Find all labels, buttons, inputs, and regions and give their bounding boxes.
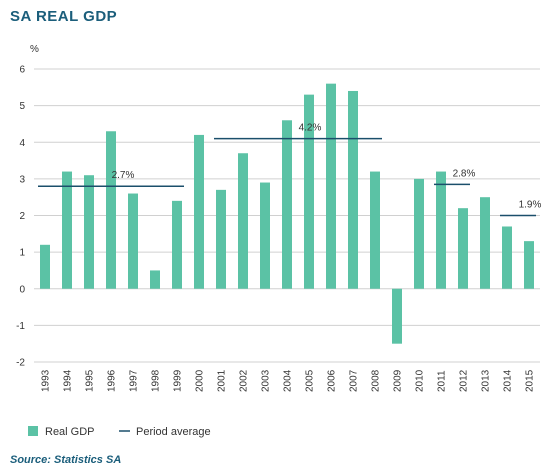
- y-tick-label: -1: [16, 321, 25, 332]
- x-tick-label: 2004: [283, 369, 294, 392]
- y-tick-label: 3: [19, 174, 25, 185]
- x-tick-label: 1997: [129, 369, 140, 392]
- x-tick-label: 2005: [305, 369, 316, 392]
- bar: [216, 189, 226, 289]
- x-tick-label: 2011: [437, 370, 448, 392]
- period-average-label: 4.2%: [299, 123, 322, 134]
- bar: [194, 134, 204, 289]
- bar: [326, 83, 336, 289]
- bar: [348, 90, 358, 289]
- x-tick-label: 2003: [261, 369, 272, 392]
- x-tick-label: 2000: [195, 369, 206, 392]
- y-tick-label: 5: [19, 101, 25, 112]
- bar: [414, 178, 424, 289]
- y-tick-label: 4: [19, 138, 25, 149]
- x-tick-label: 1996: [107, 369, 118, 392]
- period-average-label: 1.9%: [519, 200, 542, 211]
- x-tick-label: 2013: [481, 369, 492, 392]
- y-tick-label: 0: [19, 284, 25, 295]
- bar: [106, 131, 116, 289]
- x-tick-label: 2002: [239, 369, 250, 392]
- bar: [62, 171, 72, 289]
- bar: [436, 171, 446, 289]
- y-tick-label: 2: [19, 211, 25, 222]
- x-tick-label: 2007: [349, 369, 360, 392]
- x-tick-label: 1998: [151, 369, 162, 392]
- bar: [40, 244, 50, 289]
- bar: [150, 270, 160, 289]
- bar: [282, 120, 292, 289]
- x-tick-label: 1999: [173, 369, 184, 392]
- bar: [172, 200, 182, 289]
- bar: [524, 241, 534, 289]
- bar: [392, 288, 402, 344]
- period-average-label: 2.7%: [112, 170, 135, 181]
- x-tick-label: 2001: [217, 369, 228, 392]
- y-tick-label: -2: [16, 358, 25, 369]
- x-tick-label: 2015: [525, 369, 536, 392]
- bar: [260, 182, 270, 289]
- bar: [238, 153, 248, 289]
- bar: [480, 197, 490, 289]
- y-axis-unit: %: [30, 44, 39, 55]
- x-tick-label: 1995: [85, 369, 96, 392]
- chart-title: SA REAL GDP: [10, 8, 118, 25]
- bar: [370, 171, 380, 289]
- period-average-label: 2.8%: [453, 168, 476, 179]
- bar: [84, 175, 94, 289]
- y-tick-label: 6: [19, 65, 25, 76]
- y-tick-label: 1: [19, 248, 25, 259]
- x-tick-label: 1994: [63, 369, 74, 392]
- x-tick-label: 2006: [327, 369, 338, 392]
- bar: [458, 208, 468, 289]
- source-note: Source: Statistics SA: [10, 454, 122, 466]
- legend-label: Real GDP: [45, 426, 95, 438]
- x-tick-label: 2014: [503, 369, 514, 392]
- legend-label: Period average: [136, 426, 211, 438]
- x-tick-label: 2009: [393, 369, 404, 392]
- x-tick-label: 1993: [41, 369, 52, 392]
- x-tick-label: 2008: [371, 369, 382, 392]
- bar: [304, 94, 314, 289]
- x-tick-label: 2012: [459, 369, 470, 392]
- legend-swatch-bar: [28, 426, 38, 436]
- bar: [128, 193, 138, 289]
- bar: [502, 226, 512, 289]
- x-tick-label: 2010: [415, 369, 426, 392]
